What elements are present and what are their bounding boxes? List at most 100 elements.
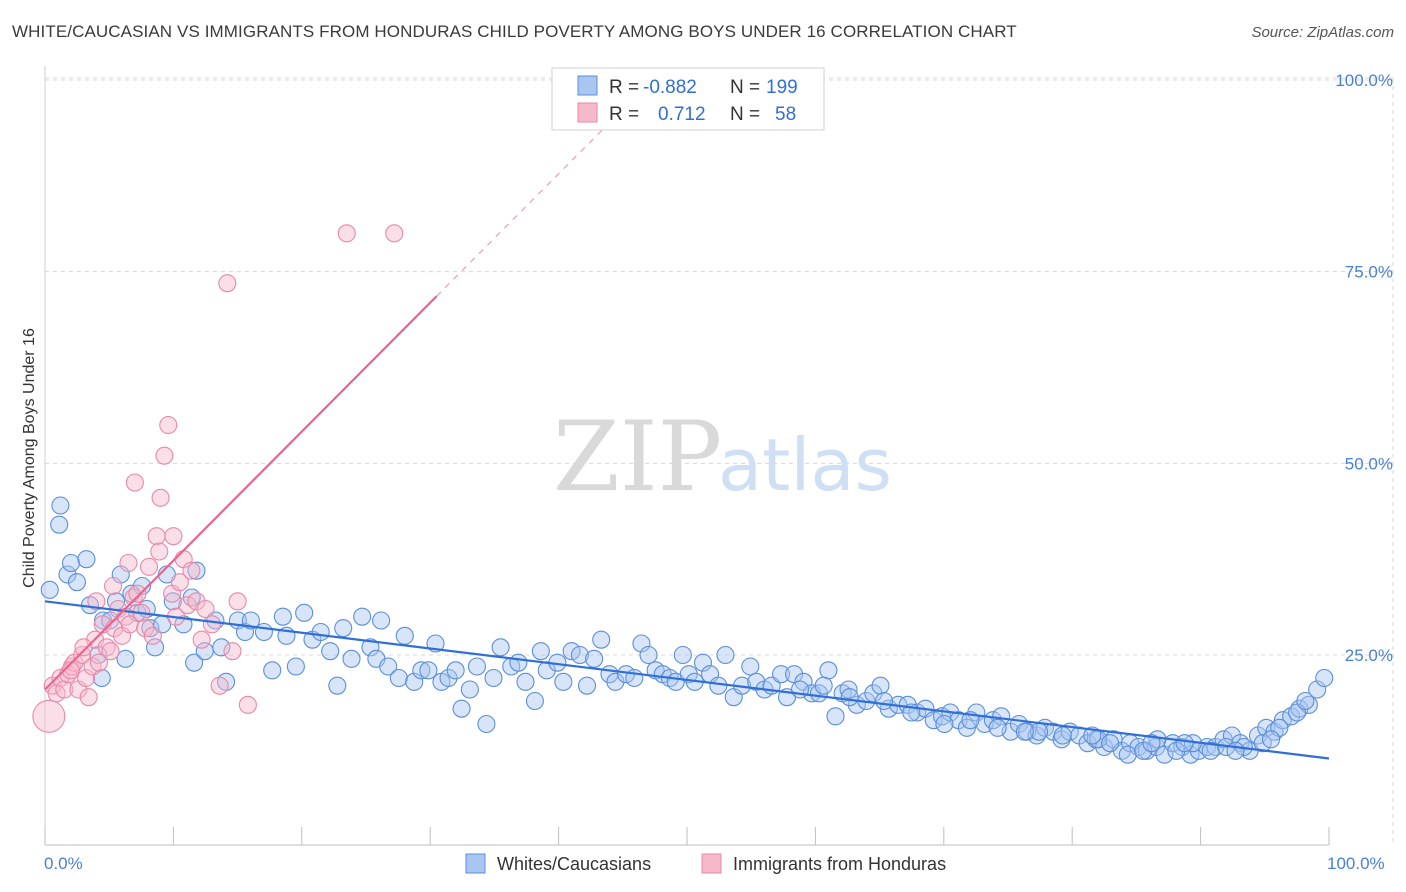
- point-whites: [116, 649, 135, 668]
- point-whites: [295, 603, 314, 622]
- point-whites: [439, 668, 458, 688]
- legend-r-value-honduras: 0.712: [658, 104, 706, 125]
- point-whites: [446, 661, 465, 680]
- legend-swatch-whites: [577, 75, 598, 96]
- y-tick-label-100: 100.0%: [1335, 71, 1393, 90]
- point-honduras: [32, 699, 66, 733]
- point-whites: [311, 622, 330, 642]
- point-whites: [419, 661, 438, 680]
- point-honduras: [337, 224, 356, 243]
- point-whites: [185, 653, 204, 672]
- point-whites: [412, 661, 431, 680]
- point-honduras: [170, 573, 189, 592]
- point-honduras: [55, 680, 74, 699]
- point-whites: [693, 653, 713, 672]
- chart-title: WHITE/CAUCASIAN VS IMMIGRANTS FROM HONDU…: [12, 22, 1017, 41]
- point-whites: [254, 622, 273, 642]
- point-honduras: [155, 446, 174, 465]
- legend-n-label-honduras: N =: [730, 104, 760, 125]
- point-whites: [273, 607, 292, 626]
- point-honduras: [196, 599, 215, 619]
- point-honduras: [136, 619, 155, 638]
- point-whites: [741, 657, 760, 676]
- point-whites: [353, 607, 372, 626]
- point-whites: [146, 638, 165, 657]
- point-honduras: [192, 630, 211, 649]
- point-whites: [819, 661, 838, 680]
- point-whites: [585, 649, 604, 668]
- point-whites: [840, 688, 859, 707]
- point-whites: [361, 638, 380, 657]
- point-whites: [395, 626, 414, 645]
- point-honduras: [159, 415, 178, 435]
- point-whites: [1053, 726, 1072, 745]
- legend-r-value-whites: -0.882: [643, 77, 697, 98]
- point-honduras: [210, 676, 229, 695]
- point-whites: [525, 691, 544, 711]
- y-axis-title: Child Poverty Among Boys Under 16: [21, 328, 38, 588]
- point-honduras: [385, 224, 404, 243]
- point-whites: [871, 676, 890, 695]
- point-honduras: [125, 473, 144, 492]
- bottom-legend-swatch-whites: [465, 853, 486, 874]
- point-whites: [639, 645, 658, 665]
- y-tick-label-75: 75.0%: [1345, 263, 1393, 282]
- point-whites: [51, 496, 70, 515]
- watermark-atlas: atlas: [718, 423, 892, 507]
- point-honduras: [218, 274, 237, 293]
- legend-r-label-whites: R =: [609, 77, 639, 98]
- bottom-legend-swatch-honduras: [701, 853, 722, 874]
- point-whites: [826, 707, 845, 726]
- point-whites: [1261, 730, 1281, 749]
- point-whites: [988, 718, 1007, 737]
- point-whites: [1118, 745, 1137, 764]
- point-whites: [61, 553, 81, 573]
- point-whites: [477, 714, 496, 734]
- point-whites: [67, 573, 87, 592]
- point-whites: [673, 645, 692, 665]
- point-whites: [1175, 734, 1194, 753]
- point-whites: [174, 615, 193, 634]
- point-whites: [40, 580, 59, 599]
- y-tick-label-50: 50.0%: [1345, 454, 1393, 473]
- point-whites: [935, 714, 954, 734]
- point-whites: [379, 657, 398, 676]
- axes: [44, 66, 1330, 846]
- point-whites: [212, 638, 231, 657]
- point-whites: [241, 611, 260, 630]
- point-whites: [405, 672, 424, 691]
- bottom-legend-label-honduras: Immigrants from Honduras: [733, 854, 946, 874]
- point-whites: [263, 661, 282, 680]
- point-whites: [1083, 726, 1102, 745]
- point-whites: [709, 676, 728, 695]
- legend-n-value-honduras: 58: [775, 104, 796, 125]
- point-whites: [874, 691, 894, 711]
- point-honduras: [79, 688, 98, 707]
- x-tick-label-min: 0.0%: [44, 854, 83, 873]
- point-whites: [452, 699, 471, 718]
- bottom-legend: Whites/Caucasians Immigrants from Hondur…: [465, 853, 946, 874]
- series-whites-points: [40, 496, 1334, 764]
- point-whites: [1308, 680, 1327, 699]
- point-honduras: [202, 615, 221, 634]
- point-honduras: [61, 661, 80, 680]
- point-honduras: [128, 584, 147, 603]
- bottom-legend-label-whites: Whites/Caucasians: [497, 854, 651, 874]
- point-honduras: [104, 576, 123, 596]
- point-honduras: [178, 596, 197, 615]
- point-whites: [389, 668, 408, 688]
- point-whites: [163, 592, 182, 611]
- y-tick-label-25: 25.0%: [1345, 646, 1393, 665]
- point-whites: [50, 515, 69, 534]
- legend-n-value-whites: 199: [766, 77, 798, 98]
- point-honduras: [182, 561, 201, 580]
- point-whites: [1142, 734, 1161, 753]
- point-honduras: [139, 557, 159, 576]
- point-whites: [372, 611, 391, 630]
- point-honduras: [73, 645, 92, 665]
- point-whites: [554, 672, 573, 691]
- point-whites: [334, 619, 353, 638]
- point-whites: [77, 550, 96, 569]
- point-whites: [570, 645, 589, 665]
